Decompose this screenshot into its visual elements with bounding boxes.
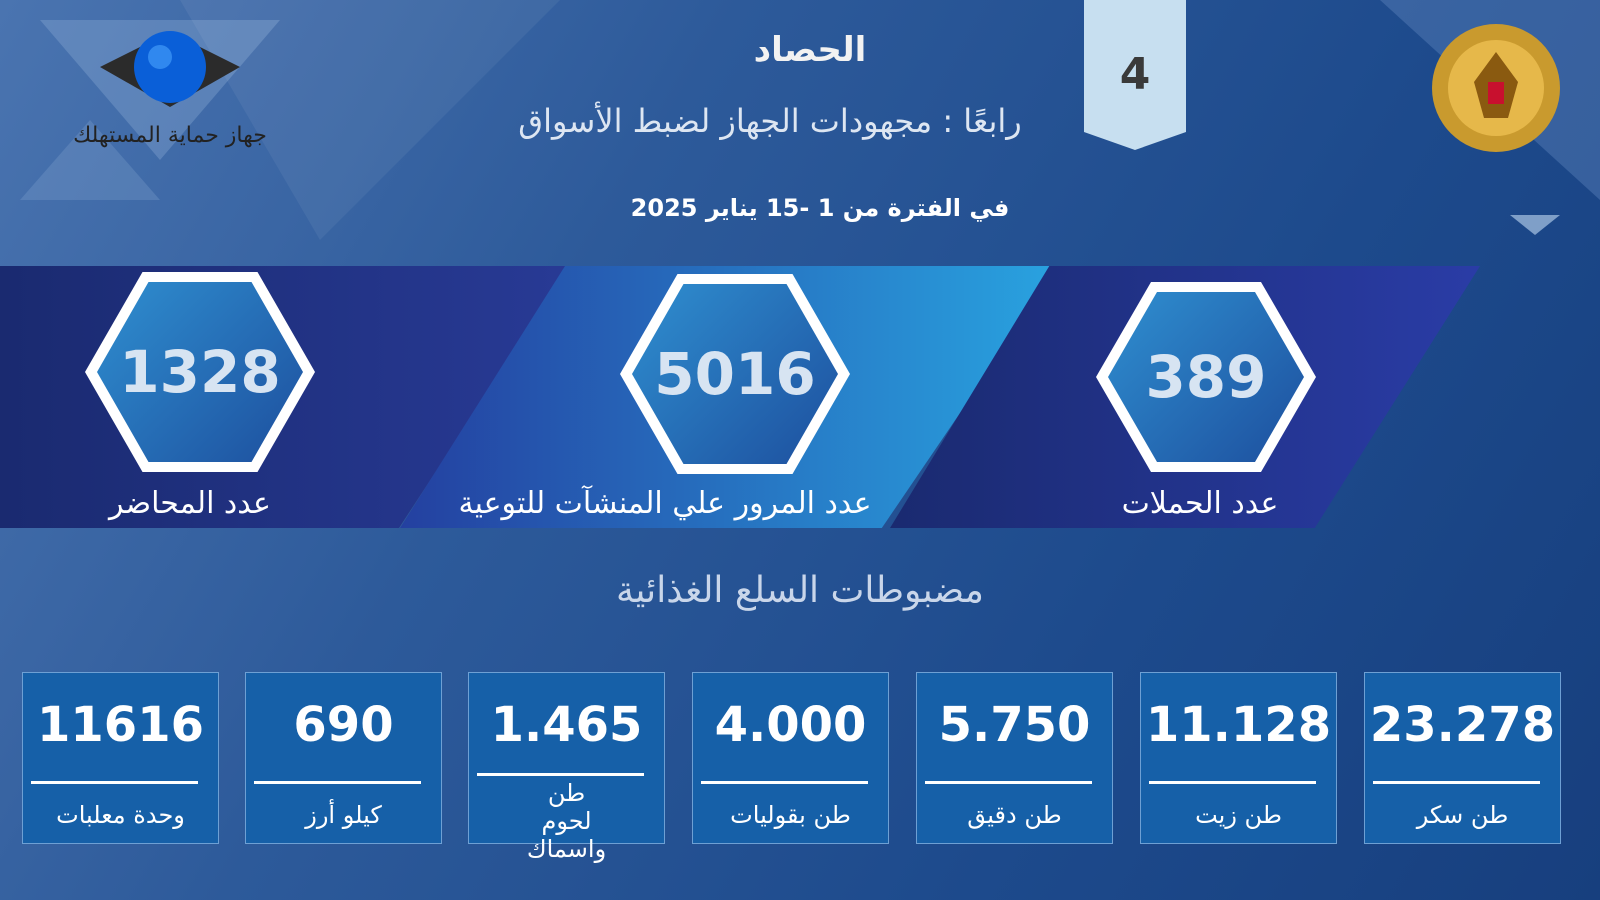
stat-hexagon-reports: 1328 [85,272,315,472]
svg-text:جهاز حماية المستهلك: جهاز حماية المستهلك [73,123,267,148]
seizures-title: مضبوطات السلع الغذائية [616,570,984,611]
consumer-protection-logo: جهاز حماية المستهلك [50,22,290,162]
section-number-tab: 4 [1084,0,1186,150]
page-subtitle: رابعًا : مجهودات الجهاز لضبط الأسواق [518,102,1022,140]
seizure-card-canned: 11616 وحدة معلبات [22,672,219,844]
seizure-card-flour: 5.750 طن دقيق [916,672,1113,844]
stat-label-campaigns: عدد الحملات [1121,486,1279,521]
seizure-card-rice: 690 كيلو أرز [245,672,442,844]
cabinet-seal-logo [1430,22,1562,154]
seizure-card-meat-fish: 1.465 طن لحوم واسماك [468,672,665,863]
seizure-card-sugar: 23.278 طن سكر [1364,672,1561,844]
seizure-card-oil: 11.128 طن زيت [1140,672,1337,844]
stat-label-reports: عدد المحاضر [109,486,271,521]
seizure-card-legumes: 4.000 طن بقوليات [692,672,889,844]
stat-label-awareness-visits: عدد المرور علي المنشآت للتوعية [458,486,872,521]
period-text: في الفترة من 1 -15 يناير 2025 [630,194,1010,222]
page-title: الحصاد [753,30,867,70]
